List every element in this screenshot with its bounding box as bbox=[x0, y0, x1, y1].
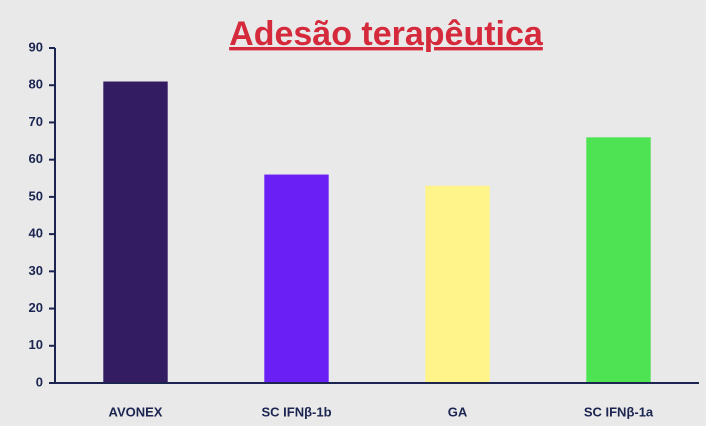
y-tick-label: 0 bbox=[36, 374, 43, 389]
x-tick-label: SC IFNβ-1a bbox=[584, 404, 654, 419]
x-tick-label: SC IFNβ-1b bbox=[261, 404, 331, 419]
x-tick-label: AVONEX bbox=[109, 404, 163, 419]
x-tick-label: GA bbox=[448, 404, 468, 419]
y-tick-label: 20 bbox=[29, 300, 43, 315]
y-tick-label: 50 bbox=[29, 188, 43, 203]
y-tick-label: 90 bbox=[29, 39, 43, 54]
y-tick-label: 70 bbox=[29, 114, 43, 129]
bar bbox=[103, 81, 168, 383]
bar bbox=[264, 174, 329, 383]
y-tick-label: 60 bbox=[29, 151, 43, 166]
y-tick-label: 40 bbox=[29, 226, 43, 241]
y-tick-label: 80 bbox=[29, 77, 43, 92]
y-tick-label: 30 bbox=[29, 263, 43, 278]
y-tick-label: 10 bbox=[29, 337, 43, 352]
bar bbox=[586, 137, 651, 383]
chart-title: Adesão terapêutica bbox=[229, 15, 544, 53]
bar bbox=[425, 185, 490, 383]
